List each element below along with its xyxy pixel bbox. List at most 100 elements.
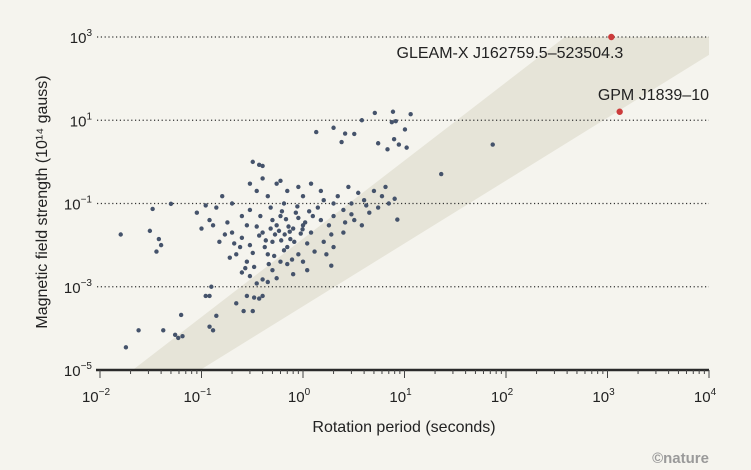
data-point bbox=[270, 239, 275, 245]
x-tick-label: 101 bbox=[389, 387, 412, 406]
data-point bbox=[278, 259, 283, 264]
data-point bbox=[359, 118, 365, 123]
data-point bbox=[271, 253, 277, 259]
data-point bbox=[239, 235, 245, 240]
data-point bbox=[364, 203, 369, 208]
data-point bbox=[268, 226, 273, 231]
data-point bbox=[279, 238, 284, 243]
data-point bbox=[308, 181, 314, 186]
data-point bbox=[326, 223, 332, 228]
data-point bbox=[300, 227, 305, 232]
data-point bbox=[194, 210, 200, 215]
highlighted-point bbox=[608, 33, 615, 41]
data-point bbox=[329, 232, 334, 237]
data-point bbox=[241, 308, 246, 314]
data-point bbox=[258, 213, 263, 219]
data-point bbox=[331, 125, 336, 130]
data-point bbox=[178, 312, 184, 318]
data-point bbox=[285, 244, 290, 250]
data-point bbox=[256, 296, 262, 301]
data-point bbox=[371, 188, 377, 194]
data-point bbox=[395, 217, 400, 222]
data-point bbox=[312, 249, 317, 254]
data-point bbox=[285, 261, 290, 267]
data-point bbox=[278, 178, 283, 184]
data-point bbox=[250, 250, 255, 256]
x-tick-label: 100 bbox=[288, 387, 311, 406]
data-point bbox=[123, 345, 129, 350]
annotation-label: GPM J1839–10 bbox=[598, 87, 709, 104]
data-point bbox=[315, 205, 321, 210]
x-tick-label: 104 bbox=[694, 387, 717, 406]
data-point bbox=[279, 209, 285, 214]
data-point bbox=[342, 131, 348, 136]
data-point bbox=[222, 232, 228, 237]
data-point bbox=[207, 217, 212, 223]
annotation-label: GLEAM-X J162759.5–523504.3 bbox=[397, 45, 624, 62]
data-point bbox=[263, 238, 268, 243]
data-point bbox=[265, 193, 271, 199]
data-point bbox=[278, 213, 283, 219]
data-point bbox=[232, 241, 237, 246]
data-point bbox=[176, 335, 181, 341]
data-point bbox=[318, 217, 324, 223]
data-point bbox=[298, 231, 303, 236]
data-point bbox=[329, 263, 334, 268]
x-tick-label: 10−2 bbox=[82, 387, 111, 406]
data-point bbox=[341, 230, 346, 235]
data-point bbox=[281, 201, 287, 206]
data-point bbox=[386, 201, 391, 206]
data-point bbox=[306, 209, 312, 214]
data-point bbox=[408, 111, 413, 117]
data-point bbox=[391, 137, 397, 142]
data-point bbox=[247, 181, 253, 186]
data-point bbox=[289, 257, 295, 262]
data-point bbox=[349, 201, 354, 206]
data-point bbox=[300, 193, 306, 199]
data-point bbox=[324, 252, 329, 257]
data-point bbox=[220, 193, 225, 199]
data-point bbox=[274, 223, 279, 228]
data-point bbox=[288, 236, 293, 242]
data-point bbox=[251, 295, 257, 300]
data-point bbox=[247, 207, 253, 213]
y-axis-label: Magnetic field strength (10¹⁴ gauss) bbox=[34, 75, 51, 328]
data-point bbox=[285, 188, 290, 194]
data-point bbox=[274, 181, 279, 186]
data-point bbox=[293, 210, 299, 215]
data-point bbox=[254, 188, 259, 194]
data-point bbox=[217, 239, 222, 245]
data-point bbox=[260, 230, 265, 235]
data-point bbox=[268, 205, 273, 210]
data-point bbox=[383, 184, 388, 190]
data-point bbox=[349, 212, 354, 217]
data-point bbox=[359, 223, 365, 228]
data-point bbox=[321, 198, 326, 203]
data-point bbox=[396, 142, 402, 147]
data-point bbox=[154, 249, 159, 254]
data-point bbox=[296, 215, 301, 221]
data-point bbox=[390, 109, 396, 114]
data-point bbox=[308, 230, 314, 235]
y-tick-label: 10−1 bbox=[64, 195, 93, 214]
data-point bbox=[281, 248, 287, 253]
y-tick-label: 10−5 bbox=[64, 361, 93, 380]
data-point bbox=[265, 279, 271, 285]
data-point bbox=[379, 193, 385, 199]
data-point bbox=[260, 293, 265, 299]
data-point bbox=[270, 217, 275, 223]
data-point bbox=[282, 232, 287, 237]
data-point bbox=[305, 267, 310, 273]
data-point bbox=[250, 308, 255, 314]
data-point bbox=[172, 332, 178, 338]
data-point bbox=[254, 224, 259, 229]
data-point bbox=[158, 242, 164, 248]
data-point bbox=[256, 233, 262, 238]
data-point bbox=[214, 313, 219, 319]
highlighted-point bbox=[616, 108, 623, 115]
data-point bbox=[229, 230, 235, 235]
data-point bbox=[254, 281, 259, 286]
data-point bbox=[352, 217, 357, 223]
data-point bbox=[331, 201, 336, 206]
